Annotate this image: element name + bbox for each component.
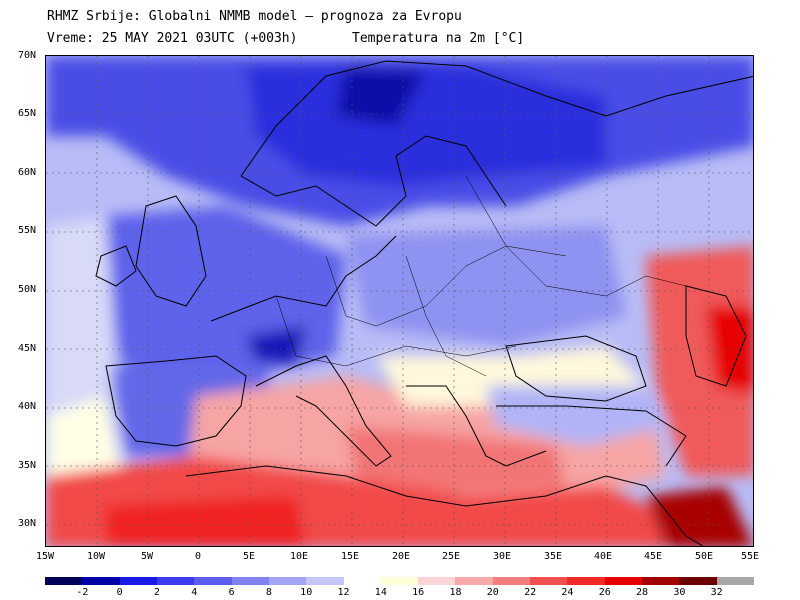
lon-label: 10E xyxy=(289,551,309,562)
lon-label: 5E xyxy=(242,551,256,562)
colorbar-label: 0 xyxy=(116,587,123,598)
temperature-map xyxy=(45,55,754,547)
colorbar-segment xyxy=(679,577,718,585)
colorbar-segment xyxy=(530,577,568,585)
chart-title-variable: Temperatura na 2m [°C] xyxy=(352,31,525,46)
lon-label: 55E xyxy=(740,551,760,562)
colorbar-label: 2 xyxy=(153,587,160,598)
colorbar xyxy=(45,577,755,585)
colorbar-segment xyxy=(716,577,755,585)
country-borders xyxy=(275,175,687,377)
colorbar-segment xyxy=(492,577,531,585)
lon-label: 0 xyxy=(194,551,202,562)
colorbar-label: 26 xyxy=(598,587,611,598)
colorbar-segment xyxy=(418,577,456,585)
colorbar-label: 14 xyxy=(374,587,387,598)
anatolia-field xyxy=(486,386,666,446)
alps-cold-field xyxy=(246,326,306,366)
colorbar-segment xyxy=(380,577,419,585)
colorbar-label: 8 xyxy=(265,587,272,598)
colorbar-label: 24 xyxy=(561,587,574,598)
colorbar-label: 22 xyxy=(524,587,537,598)
colorbar-segment xyxy=(268,577,307,585)
colorbar-segment xyxy=(156,577,195,585)
chart-title-line1: RHMZ Srbije: Globalni NMMB model — progn… xyxy=(47,9,462,24)
lat-label: 50N xyxy=(18,284,37,295)
lon-label: 15W xyxy=(35,551,55,562)
colorbar-segment xyxy=(455,577,494,585)
colorbar-segment xyxy=(194,577,233,585)
central-med-warm-field xyxy=(346,426,566,496)
scandinavia-cold-field xyxy=(246,66,606,186)
lon-label: 45E xyxy=(643,551,663,562)
lat-label: 60N xyxy=(18,167,37,178)
lon-label: 15E xyxy=(340,551,360,562)
map-canvas xyxy=(46,56,753,546)
colorbar-label: 28 xyxy=(636,587,649,598)
lat-label: 30N xyxy=(18,518,37,529)
colorbar-label: 32 xyxy=(710,587,723,598)
caspian-field xyxy=(646,246,753,476)
colorbar-segment xyxy=(642,577,680,585)
colorbar-segment xyxy=(119,577,158,585)
lat-label: 70N xyxy=(18,50,37,61)
sahara-west-field xyxy=(106,496,306,546)
colorbar-segment xyxy=(567,577,606,585)
lapland-coldest-field xyxy=(336,66,426,126)
colorbar-label: 30 xyxy=(673,587,686,598)
colorbar-segment xyxy=(45,577,83,585)
chart-title-valid-time: Vreme: 25 MAY 2021 03UTC (+003h) xyxy=(47,31,298,46)
lat-label: 65N xyxy=(18,108,37,119)
colorbar-segment xyxy=(604,577,643,585)
lon-label: 5W xyxy=(140,551,154,562)
e-europe-field xyxy=(346,226,626,346)
coastlines xyxy=(95,60,753,546)
lon-label: 35E xyxy=(543,551,563,562)
lat-label: 45N xyxy=(18,343,37,354)
lon-label: 40E xyxy=(593,551,613,562)
lat-label: 55N xyxy=(18,225,37,236)
caspian-core-field xyxy=(706,306,753,396)
lon-label: 50E xyxy=(694,551,714,562)
lon-label: 10W xyxy=(86,551,106,562)
colorbar-segment xyxy=(82,577,121,585)
colorbar-label: -2 xyxy=(76,587,89,598)
colorbar-label: 16 xyxy=(412,587,425,598)
colorbar-label: 20 xyxy=(486,587,499,598)
lat-label: 35N xyxy=(18,460,37,471)
lon-label: 25E xyxy=(441,551,461,562)
lat-label: 40N xyxy=(18,401,37,412)
colorbar-label: 12 xyxy=(337,587,350,598)
colorbar-segment xyxy=(343,577,382,585)
lon-label: 20E xyxy=(391,551,411,562)
gulf-hot-field xyxy=(646,486,753,546)
colorbar-label: 4 xyxy=(191,587,198,598)
lon-label: 30E xyxy=(492,551,512,562)
graticule xyxy=(46,56,753,546)
colorbar-segment xyxy=(306,577,345,585)
colorbar-label: 18 xyxy=(449,587,462,598)
colorbar-segment xyxy=(231,577,270,585)
colorbar-label: 10 xyxy=(300,587,313,598)
colorbar-label: 6 xyxy=(228,587,235,598)
